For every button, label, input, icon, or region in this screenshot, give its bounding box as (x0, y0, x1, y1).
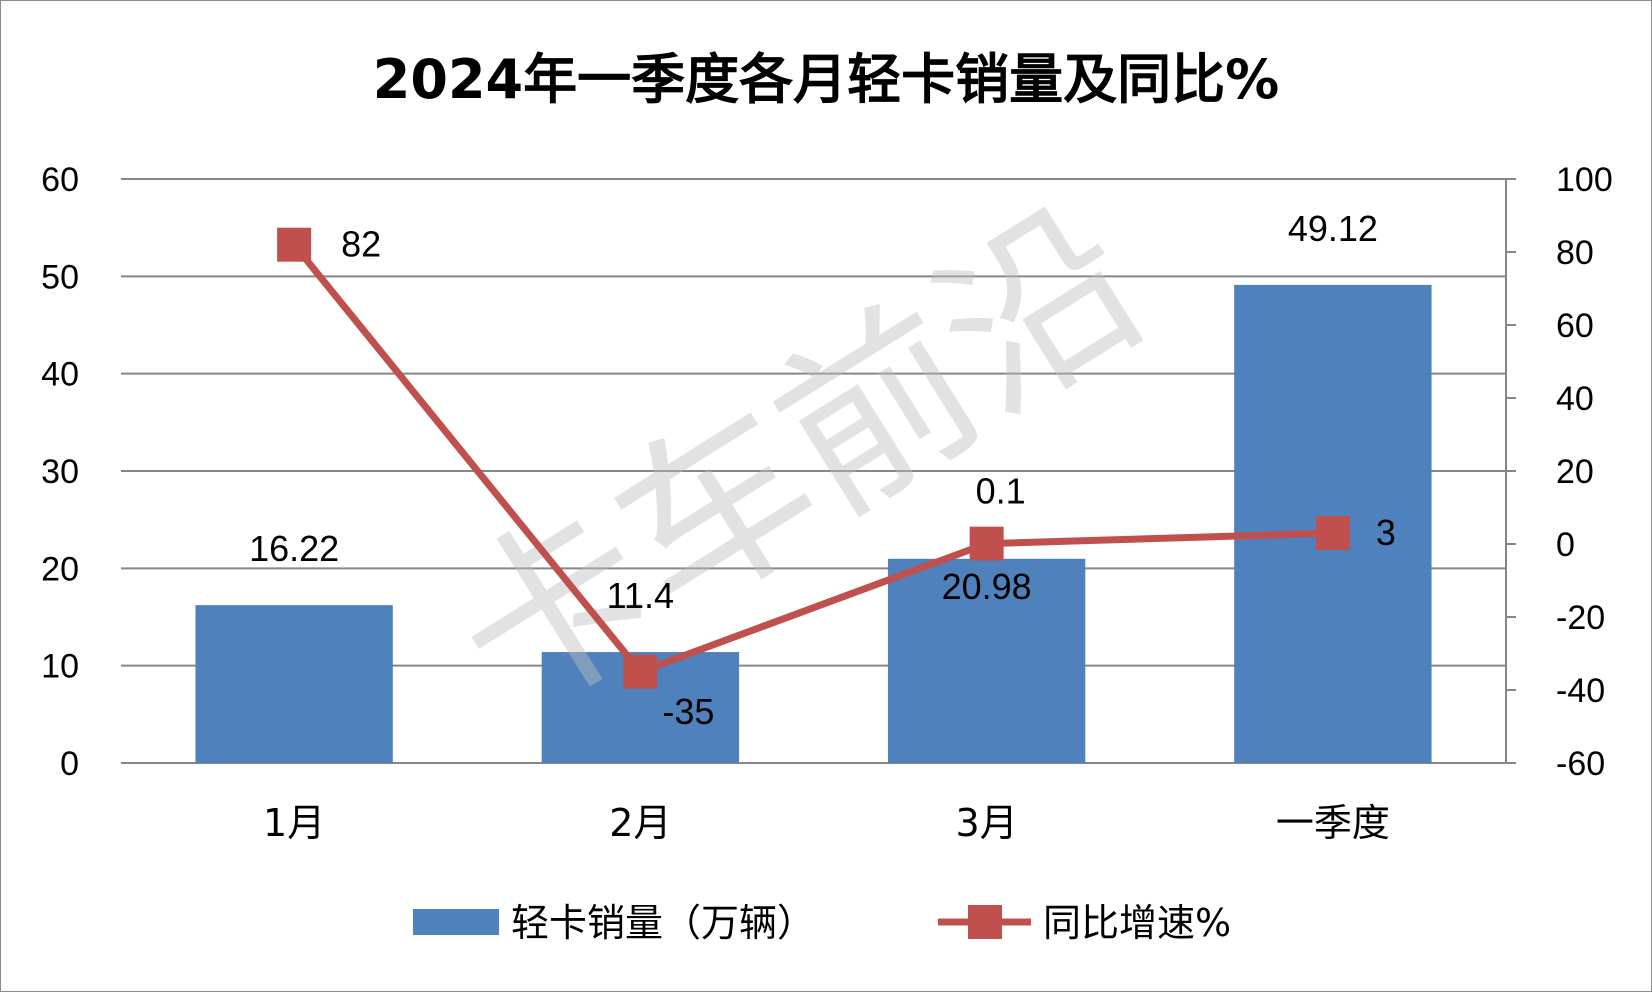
y-left-tick-label: 30 (41, 453, 79, 491)
x-category-label: 一季度 (1276, 801, 1390, 845)
bar (887, 558, 1086, 763)
y-left-tick-label: 40 (41, 356, 79, 394)
line-marker (969, 526, 1004, 561)
chart-title: 2024年一季度各月轻卡销量及同比% (373, 48, 1279, 111)
x-category-label: 2月 (609, 801, 671, 845)
line-data-label: 0.1 (976, 471, 1026, 512)
bar-data-label: 49.12 (1288, 208, 1378, 249)
series-line (291, 242, 1333, 676)
legend-label-line: 同比增速% (1043, 901, 1231, 945)
y-right-tick-label: -40 (1556, 672, 1605, 710)
y-right-tick-label: 100 (1556, 161, 1613, 199)
y-right-tick-label: 60 (1556, 307, 1594, 345)
y-right-tick-label: 0 (1556, 526, 1575, 564)
x-category-label: 1月 (263, 801, 325, 845)
bar (195, 605, 393, 763)
y-left-tick-label: 10 (41, 648, 79, 686)
line-marker (623, 654, 658, 689)
line-data-label: 82 (341, 224, 381, 265)
y-right-tick-label: 40 (1556, 380, 1594, 418)
data-labels: 16.22 11.4 20.98 49.12 82 -35 0.1 3 (249, 208, 1396, 732)
bar-data-label: 16.22 (249, 528, 339, 569)
y-left-tick-label: 60 (41, 161, 79, 199)
y-left-tick-label: 50 (41, 258, 79, 296)
line-marker (1315, 516, 1350, 551)
y-left-tick-label: 0 (60, 745, 79, 783)
y-right-tick-label: 20 (1556, 453, 1594, 491)
legend-label-bar: 轻卡销量（万辆） (511, 901, 815, 945)
bar-data-label: 20.98 (942, 566, 1032, 607)
legend: 轻卡销量（万辆） 同比增速% (413, 901, 1231, 945)
line-series (277, 227, 1350, 689)
axes: 0 10 20 30 40 50 60 -60 -40 -20 0 20 40 60 80 100 1月 2月 3月… (41, 161, 1613, 845)
legend-bar-swatch (413, 909, 499, 935)
y-left-tick-label: 20 (41, 550, 79, 588)
bar-data-label: 11.4 (607, 575, 674, 616)
line-marker (277, 227, 312, 262)
legend-line-marker (968, 905, 1002, 939)
line-data-label: 3 (1376, 512, 1396, 553)
y-right-tick-label: -60 (1556, 745, 1605, 783)
y-right-tick-label: -20 (1556, 599, 1605, 637)
line-data-label: -35 (662, 691, 714, 732)
y-right-tick-label: 80 (1556, 234, 1594, 272)
x-category-label: 3月 (956, 801, 1018, 845)
